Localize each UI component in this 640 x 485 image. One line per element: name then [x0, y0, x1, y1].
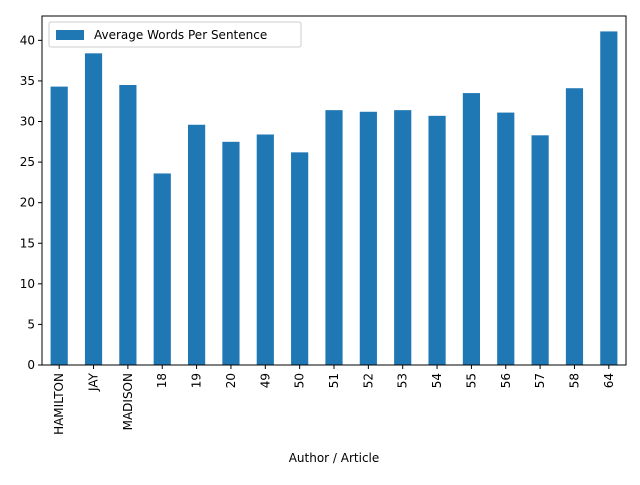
- bar-52: [359, 111, 377, 366]
- x-axis: HAMILTON JAY MADISON 18 19 20 49 50 51 52 53 54 55 56…: [52, 365, 616, 435]
- x-tick-label: 54: [430, 373, 444, 388]
- y-tick-label: 0: [27, 358, 35, 372]
- legend-label: Average Words Per Sentence: [94, 28, 267, 42]
- x-tick-label: 50: [293, 373, 307, 388]
- bar-64: [600, 31, 618, 365]
- x-tick-label: 56: [499, 373, 513, 388]
- x-tick-label: 55: [464, 373, 478, 388]
- bar-57: [531, 135, 549, 365]
- x-tick-label: 49: [258, 373, 272, 388]
- y-axis: 0 5 10 15 20 25 30 35 40: [20, 33, 42, 372]
- bar-56: [497, 112, 515, 365]
- bar-MADISON: [119, 84, 137, 366]
- x-tick-label: 52: [361, 373, 375, 388]
- y-tick-label: 10: [20, 277, 35, 291]
- x-tick-label: 51: [327, 373, 341, 388]
- bar-20: [222, 141, 240, 365]
- y-tick-label: 40: [20, 33, 35, 47]
- bar-54: [428, 115, 446, 365]
- bar-19: [188, 124, 206, 365]
- bar-18: [153, 173, 171, 365]
- bar-HAMILTON: [50, 86, 68, 366]
- bar-49: [256, 134, 274, 365]
- legend-box: [48, 21, 302, 48]
- y-tick-label: 35: [20, 74, 35, 88]
- y-tick-label: 30: [20, 115, 35, 129]
- x-tick-label: 57: [533, 373, 547, 388]
- plot-frame: [41, 15, 627, 366]
- x-tick-label: 18: [155, 373, 169, 388]
- x-tick-label: 64: [602, 373, 616, 388]
- bar-JAY: [84, 53, 103, 365]
- x-axis-label: Author / Article: [289, 451, 380, 465]
- bars-group: [50, 31, 618, 366]
- x-tick-label: 53: [396, 373, 410, 388]
- y-tick-label: 20: [20, 196, 35, 210]
- bar-51: [325, 110, 343, 366]
- legend-swatch: [56, 30, 84, 40]
- bar-53: [394, 110, 412, 366]
- legend: Average Words Per Sentence: [48, 21, 302, 48]
- x-tick-label: HAMILTON: [52, 373, 66, 435]
- x-tick-label: 19: [190, 373, 204, 388]
- y-tick-label: 25: [20, 155, 35, 169]
- bar-55: [462, 93, 480, 365]
- y-tick-label: 5: [27, 317, 35, 331]
- bar-50: [291, 152, 309, 365]
- bar-58: [565, 88, 584, 365]
- x-tick-label: 58: [567, 373, 581, 388]
- y-tick-label: 15: [20, 236, 35, 250]
- x-tick-label: JAY: [87, 372, 101, 392]
- x-tick-label: 20: [224, 373, 238, 388]
- x-tick-label: MADISON: [121, 373, 135, 430]
